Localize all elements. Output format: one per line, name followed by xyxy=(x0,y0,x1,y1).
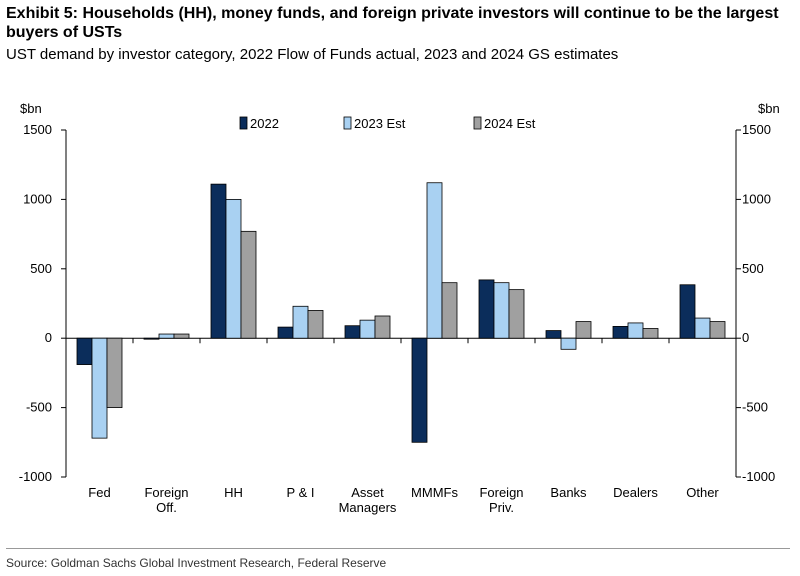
category-label: P & I xyxy=(287,485,315,500)
bar-2023-est xyxy=(694,317,711,339)
bar-2024-est xyxy=(374,315,391,339)
legend-label: 2022 xyxy=(250,116,279,131)
category-label: Fed xyxy=(88,485,110,500)
legend-label: 2024 Est xyxy=(484,116,536,131)
source-divider xyxy=(6,548,790,549)
bar-2024-est xyxy=(642,328,659,339)
category-label: Managers xyxy=(339,500,397,515)
chart-subtitle: UST demand by investor category, 2022 Fl… xyxy=(6,46,619,63)
chart-title: Exhibit 5: Households (HH), money funds,… xyxy=(6,5,779,41)
bar-2022 xyxy=(411,337,428,443)
bar-2022 xyxy=(612,326,629,339)
category-label: Off. xyxy=(156,500,177,515)
category-label: Foreign xyxy=(479,485,523,500)
bar-2023-est xyxy=(426,182,443,339)
bar-2024-est xyxy=(508,289,525,339)
left-tick-label: -500 xyxy=(26,400,52,415)
category-label: Banks xyxy=(550,485,587,500)
category-label: Asset xyxy=(351,485,384,500)
legend-label: 2023 Est xyxy=(354,116,406,131)
left-tick-label: 1500 xyxy=(23,122,52,137)
bar-2022 xyxy=(210,183,227,339)
bar-2024-est xyxy=(173,333,190,339)
legend-swatch xyxy=(343,116,352,130)
bars-layer xyxy=(76,182,726,443)
bar-2023-est xyxy=(292,305,309,339)
bar-2023-est xyxy=(493,282,510,339)
right-axis-unit: $bn xyxy=(758,101,780,116)
bar-2024-est xyxy=(709,321,726,339)
right-tick-label: 1000 xyxy=(742,191,771,206)
bar-2022 xyxy=(545,330,562,339)
left-tick-label: 500 xyxy=(30,261,52,276)
category-label: Priv. xyxy=(489,500,514,515)
source-note: Source: Goldman Sachs Global Investment … xyxy=(6,556,387,570)
bar-2023-est xyxy=(225,198,242,339)
left-tick-label: 1000 xyxy=(23,191,52,206)
bar-2022 xyxy=(277,326,294,339)
bar-2024-est xyxy=(307,310,324,339)
left-tick-label: 0 xyxy=(45,330,52,345)
bar-chart: -1000 -1000 -500 -500 0 0 500 500 1000 1000 1500 15… xyxy=(19,101,780,515)
bar-2022 xyxy=(478,279,495,339)
bar-2023-est xyxy=(627,322,644,339)
category-label: Other xyxy=(686,485,719,500)
bar-2023-est xyxy=(91,337,108,439)
bar-2022 xyxy=(76,337,93,365)
bar-2023-est xyxy=(158,333,175,339)
category-label: Dealers xyxy=(613,485,658,500)
bar-2024-est xyxy=(575,321,592,339)
right-tick-label: -500 xyxy=(742,400,768,415)
left-tick-label: -1000 xyxy=(19,469,52,484)
right-tick-label: 0 xyxy=(742,330,749,345)
legend: 2022 2023 Est 2024 Est xyxy=(239,116,536,131)
category-label: MMMFs xyxy=(411,485,458,500)
right-tick-label: 1500 xyxy=(742,122,771,137)
bar-2022 xyxy=(344,325,361,339)
bar-2022 xyxy=(679,284,696,339)
legend-swatch xyxy=(473,116,482,130)
right-tick-label: -1000 xyxy=(742,469,775,484)
legend-swatch xyxy=(239,116,248,130)
category-label: Foreign xyxy=(144,485,188,500)
bar-2024-est xyxy=(441,282,458,339)
bar-2022 xyxy=(143,337,160,340)
bar-2024-est xyxy=(106,337,123,409)
right-tick-label: 500 xyxy=(742,261,764,276)
bar-2024-est xyxy=(240,230,257,339)
bar-2023-est xyxy=(560,337,577,350)
axes-layer: -1000 -1000 -500 -500 0 0 500 500 1000 1000 1500 15… xyxy=(19,122,776,515)
left-axis-unit: $bn xyxy=(20,101,42,116)
bar-2023-est xyxy=(359,319,376,339)
category-label: HH xyxy=(224,485,243,500)
